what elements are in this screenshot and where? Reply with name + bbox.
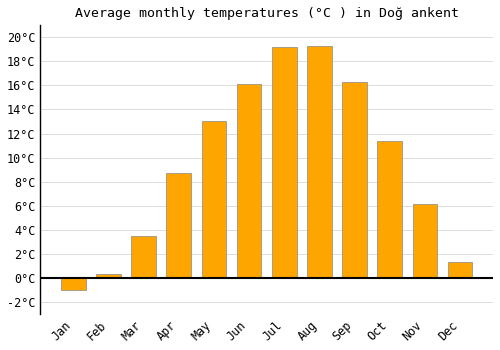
Title: Average monthly temperatures (°C ) in Doğ ankent: Average monthly temperatures (°C ) in Do… xyxy=(74,7,458,20)
Bar xyxy=(96,274,120,278)
Bar xyxy=(61,278,86,290)
Bar xyxy=(412,204,438,278)
Bar xyxy=(378,141,402,278)
Bar xyxy=(307,46,332,278)
Bar xyxy=(131,236,156,278)
Bar xyxy=(202,121,226,278)
Bar xyxy=(237,84,262,278)
Bar xyxy=(342,82,367,278)
Bar xyxy=(448,262,472,278)
Bar xyxy=(166,173,191,278)
Bar xyxy=(272,47,296,278)
